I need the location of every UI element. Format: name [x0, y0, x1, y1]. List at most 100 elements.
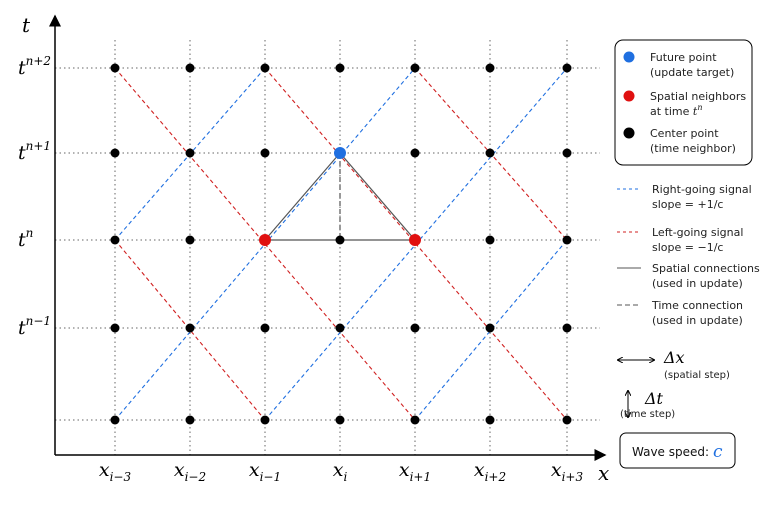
space-label: xi+1	[399, 459, 431, 484]
dx-detail: (spatial step)	[664, 370, 730, 381]
grid-point	[185, 235, 195, 245]
base: t	[18, 142, 26, 164]
grid-point	[562, 148, 572, 158]
legend-label: Left-going signal	[652, 226, 743, 239]
grid-point	[562, 235, 572, 245]
dt-label: Δt	[644, 389, 664, 408]
grid-point	[335, 323, 345, 333]
grid-point	[110, 148, 120, 158]
grid-point	[485, 323, 495, 333]
var: t	[693, 105, 698, 118]
grid-point	[260, 415, 270, 425]
grid-point	[410, 63, 420, 73]
base: t	[18, 229, 26, 251]
grid-point	[185, 148, 195, 158]
legend-label: Spatial neighbors	[650, 90, 746, 103]
grid-point	[410, 148, 420, 158]
wave-speed-symbol: c	[713, 442, 723, 462]
grid-point	[259, 234, 271, 246]
sup: n−1	[26, 314, 51, 328]
space-label: xi−2	[174, 459, 206, 484]
sub: i+3	[562, 470, 584, 484]
time-label: tn+2	[18, 54, 51, 79]
sub: i+2	[485, 470, 507, 484]
legend-label: Right-going signal	[652, 183, 752, 196]
legend-detail: (update target)	[650, 66, 734, 79]
sup: n	[26, 226, 34, 240]
grid-point	[334, 147, 346, 159]
time-label: tn−1	[18, 314, 51, 339]
space-label: xi	[333, 459, 348, 484]
signal-line	[414, 239, 568, 421]
grid-point	[562, 415, 572, 425]
base: x	[249, 459, 260, 481]
sub: i−3	[110, 470, 132, 484]
grid-point	[335, 235, 345, 245]
grid-point	[335, 415, 345, 425]
dx-label: Δx	[663, 348, 685, 367]
grid-point	[110, 415, 120, 425]
sub: i−2	[185, 470, 207, 484]
space-label: xi−1	[249, 459, 281, 484]
base: x	[99, 459, 110, 481]
grid-point	[110, 235, 120, 245]
space-labels: xi−3 xi−2 xi−1 xi xi+1 xi+2 xi+3	[99, 459, 584, 484]
base: x	[174, 459, 185, 481]
t-axis-label: t	[22, 13, 31, 37]
legend-label: Spatial connections	[652, 262, 760, 275]
sup: n+1	[26, 139, 51, 153]
legend-detail: at time tn	[650, 103, 702, 118]
sub: i	[343, 470, 347, 484]
legend-label: Future point	[650, 51, 717, 64]
legend-marker	[623, 90, 635, 102]
sup: n	[697, 103, 702, 112]
base: x	[399, 459, 410, 481]
base: t	[18, 317, 26, 339]
sup: n+2	[26, 54, 51, 68]
legend-detail: (used in update)	[652, 277, 743, 290]
grid-points	[110, 63, 572, 425]
grid-point	[185, 415, 195, 425]
grid-point	[410, 415, 420, 425]
dt-detail: (time step)	[620, 409, 675, 420]
space-label: xi+3	[551, 459, 584, 484]
grid-point	[110, 323, 120, 333]
x-axis-label: x	[598, 461, 609, 485]
legend-marker	[623, 127, 635, 139]
base: t	[18, 57, 26, 79]
base: x	[333, 459, 344, 481]
time-label: tn	[18, 226, 33, 251]
grid-point	[485, 415, 495, 425]
grid-point	[409, 234, 421, 246]
grid-point	[485, 235, 495, 245]
grid-point	[260, 323, 270, 333]
legend-detail: (used in update)	[652, 314, 743, 327]
grid-point	[185, 323, 195, 333]
legend-detail: slope = +1/c	[652, 198, 723, 211]
legend-box	[614, 39, 753, 166]
grid-point	[110, 63, 120, 73]
legend-marker	[623, 51, 635, 63]
sub: i−1	[260, 470, 282, 484]
wave-speed-label: Wave speed:	[632, 445, 709, 459]
space-label: xi−3	[99, 459, 132, 484]
space-label: xi+2	[474, 459, 506, 484]
grid-point	[485, 63, 495, 73]
legend-label: Center point	[650, 127, 719, 140]
grid-point	[562, 323, 572, 333]
base: x	[551, 459, 562, 481]
sub: i+1	[410, 470, 432, 484]
grid-point	[410, 323, 420, 333]
grid-point	[485, 148, 495, 158]
grid-point	[260, 63, 270, 73]
grid	[55, 40, 600, 455]
grid-point	[562, 63, 572, 73]
text: at time	[650, 105, 693, 118]
legend-label: Time connection	[651, 299, 743, 312]
base: x	[474, 459, 485, 481]
grid-point	[335, 63, 345, 73]
time-label: tn+1	[18, 139, 51, 164]
legend-detail: slope = −1/c	[652, 241, 723, 254]
